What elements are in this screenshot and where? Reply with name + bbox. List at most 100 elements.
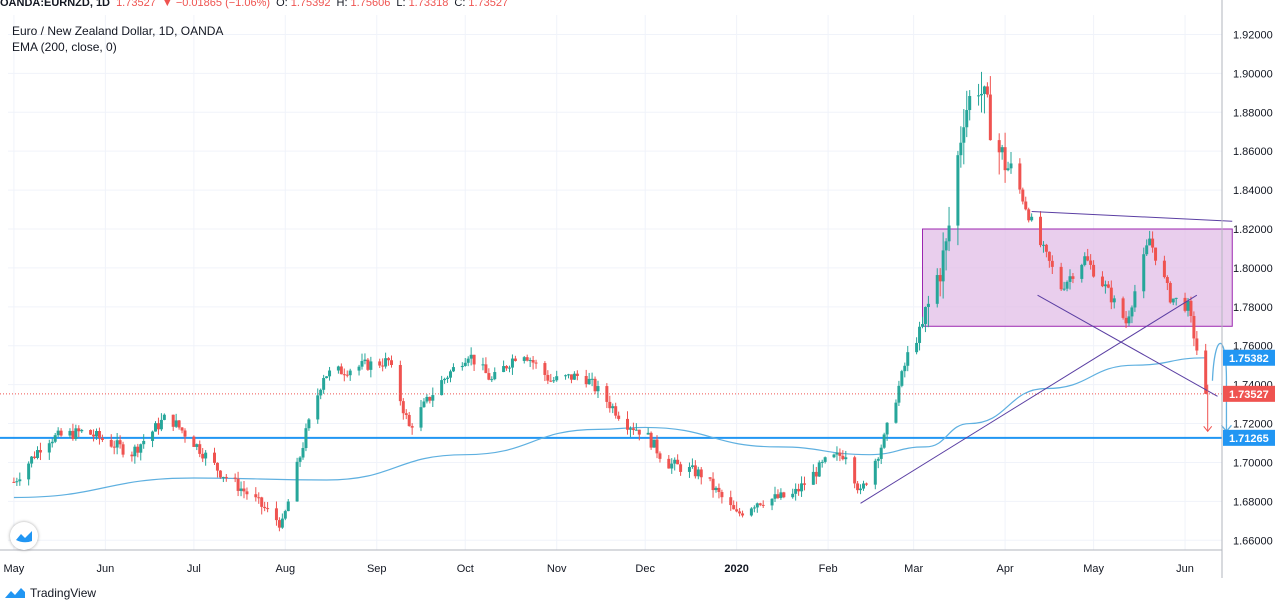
candle-body bbox=[307, 419, 311, 429]
candle-body bbox=[572, 373, 576, 380]
candle-body bbox=[755, 503, 759, 508]
candle-body bbox=[363, 359, 367, 362]
time-tick-label: Jul bbox=[187, 563, 201, 575]
footer[interactable]: TradingView bbox=[4, 586, 96, 600]
rising-trendline[interactable] bbox=[860, 294, 1198, 504]
candle-body bbox=[171, 414, 175, 427]
candle-body bbox=[1112, 298, 1116, 303]
candle-body bbox=[947, 225, 951, 242]
consolidation-rectangle[interactable] bbox=[922, 228, 1233, 327]
candle-body bbox=[428, 396, 432, 401]
candle-body bbox=[1044, 244, 1048, 252]
candle-body bbox=[885, 422, 889, 435]
tradingview-badge[interactable] bbox=[10, 522, 38, 550]
candle-body bbox=[1133, 291, 1137, 308]
candle-body bbox=[617, 415, 621, 419]
candle-body bbox=[1189, 300, 1193, 316]
candle-body bbox=[301, 448, 305, 458]
candle-body bbox=[988, 94, 992, 141]
candle-body bbox=[68, 430, 72, 436]
candle-body bbox=[177, 420, 181, 428]
candle-body bbox=[711, 478, 715, 491]
price-axis[interactable]: 1.92000 1.90000 1.88000 1.86000 1.84000 1.820… bbox=[1233, 29, 1273, 547]
candle-body bbox=[1006, 168, 1010, 171]
candle-body bbox=[567, 374, 570, 376]
resistance-trendline[interactable] bbox=[1031, 210, 1233, 222]
candle-body bbox=[239, 488, 243, 491]
candle-body bbox=[800, 483, 804, 492]
high-value: 1.75606 bbox=[350, 0, 391, 9]
price-tick-label: 1.80000 bbox=[1233, 263, 1273, 275]
candle-body bbox=[977, 95, 981, 97]
symbol-name[interactable]: OANDA:EURNZD, 1D bbox=[0, 0, 110, 9]
falling-trendline[interactable] bbox=[1037, 294, 1218, 397]
candle-body bbox=[803, 483, 806, 485]
candle-body bbox=[676, 459, 680, 465]
price-tag bbox=[1223, 385, 1275, 402]
time-tick-label: Aug bbox=[276, 563, 296, 575]
indicator-label[interactable]: EMA (200, close, 0) bbox=[12, 40, 117, 54]
price-tick-label: 1.68000 bbox=[1233, 496, 1273, 508]
candle-body bbox=[162, 414, 166, 420]
candle-body bbox=[569, 374, 573, 380]
candle-body bbox=[360, 361, 364, 367]
candle-body bbox=[838, 452, 842, 456]
high-label: H: bbox=[336, 0, 348, 9]
candle-body bbox=[923, 307, 927, 325]
candle-body bbox=[295, 461, 299, 502]
candle-body bbox=[1086, 256, 1090, 261]
candle-body bbox=[555, 376, 559, 381]
candle-body bbox=[906, 352, 910, 366]
candle-body bbox=[1080, 264, 1084, 279]
candle-body bbox=[982, 86, 986, 94]
candle-body bbox=[631, 428, 635, 431]
candle-body bbox=[779, 492, 783, 498]
candle-body bbox=[593, 378, 597, 392]
candle-body bbox=[693, 465, 697, 477]
candle-body bbox=[980, 93, 983, 96]
candle-body bbox=[286, 501, 290, 512]
time-axis[interactable]: May Jun Jul Aug Sep Oct Nov Dec 2020 Feb Mar Apr May… bbox=[4, 563, 1194, 575]
candle-body bbox=[80, 430, 84, 432]
candle-body bbox=[814, 471, 818, 477]
candle-body bbox=[732, 505, 736, 510]
candle-body bbox=[1121, 298, 1125, 318]
candle-body bbox=[401, 401, 405, 414]
candle-body bbox=[1109, 287, 1113, 303]
candle-body bbox=[1171, 298, 1175, 303]
candle-body bbox=[699, 469, 703, 478]
candle-body bbox=[543, 363, 547, 375]
candle-body bbox=[1065, 281, 1069, 289]
candle-body bbox=[1050, 260, 1054, 267]
ema-200-line bbox=[13, 357, 1206, 499]
candle-body bbox=[1168, 282, 1172, 303]
candle-body bbox=[649, 432, 653, 448]
candle-body bbox=[233, 477, 237, 479]
symbol-info-bar: OANDA:EURNZD, 1D 1.73527 ▼ −0.01865 (−1.… bbox=[0, 0, 511, 11]
candle-body bbox=[180, 427, 184, 431]
candle-body bbox=[708, 477, 712, 479]
candle-body bbox=[605, 386, 609, 402]
candle-body bbox=[717, 487, 721, 493]
candle-body bbox=[1041, 244, 1045, 246]
price-change: ▼ −0.01865 (−1.06%) bbox=[161, 0, 271, 9]
candle-body bbox=[469, 354, 473, 359]
candle-body bbox=[522, 357, 526, 361]
candle-body bbox=[224, 476, 228, 478]
candle-body bbox=[92, 434, 96, 437]
candle-body bbox=[490, 379, 494, 381]
candle-body bbox=[481, 364, 485, 366]
candle-body bbox=[33, 456, 37, 458]
candle-body bbox=[142, 440, 146, 445]
price-tick-label: 1.88000 bbox=[1233, 107, 1273, 119]
candle-body bbox=[549, 380, 553, 382]
candle-body bbox=[844, 457, 848, 460]
candle-body bbox=[339, 366, 343, 375]
candle-body bbox=[384, 358, 388, 367]
candle-body bbox=[794, 488, 798, 494]
candle-body bbox=[1018, 163, 1022, 190]
candle-body bbox=[136, 446, 140, 453]
candle-body bbox=[195, 444, 199, 447]
candle-body bbox=[575, 373, 579, 377]
